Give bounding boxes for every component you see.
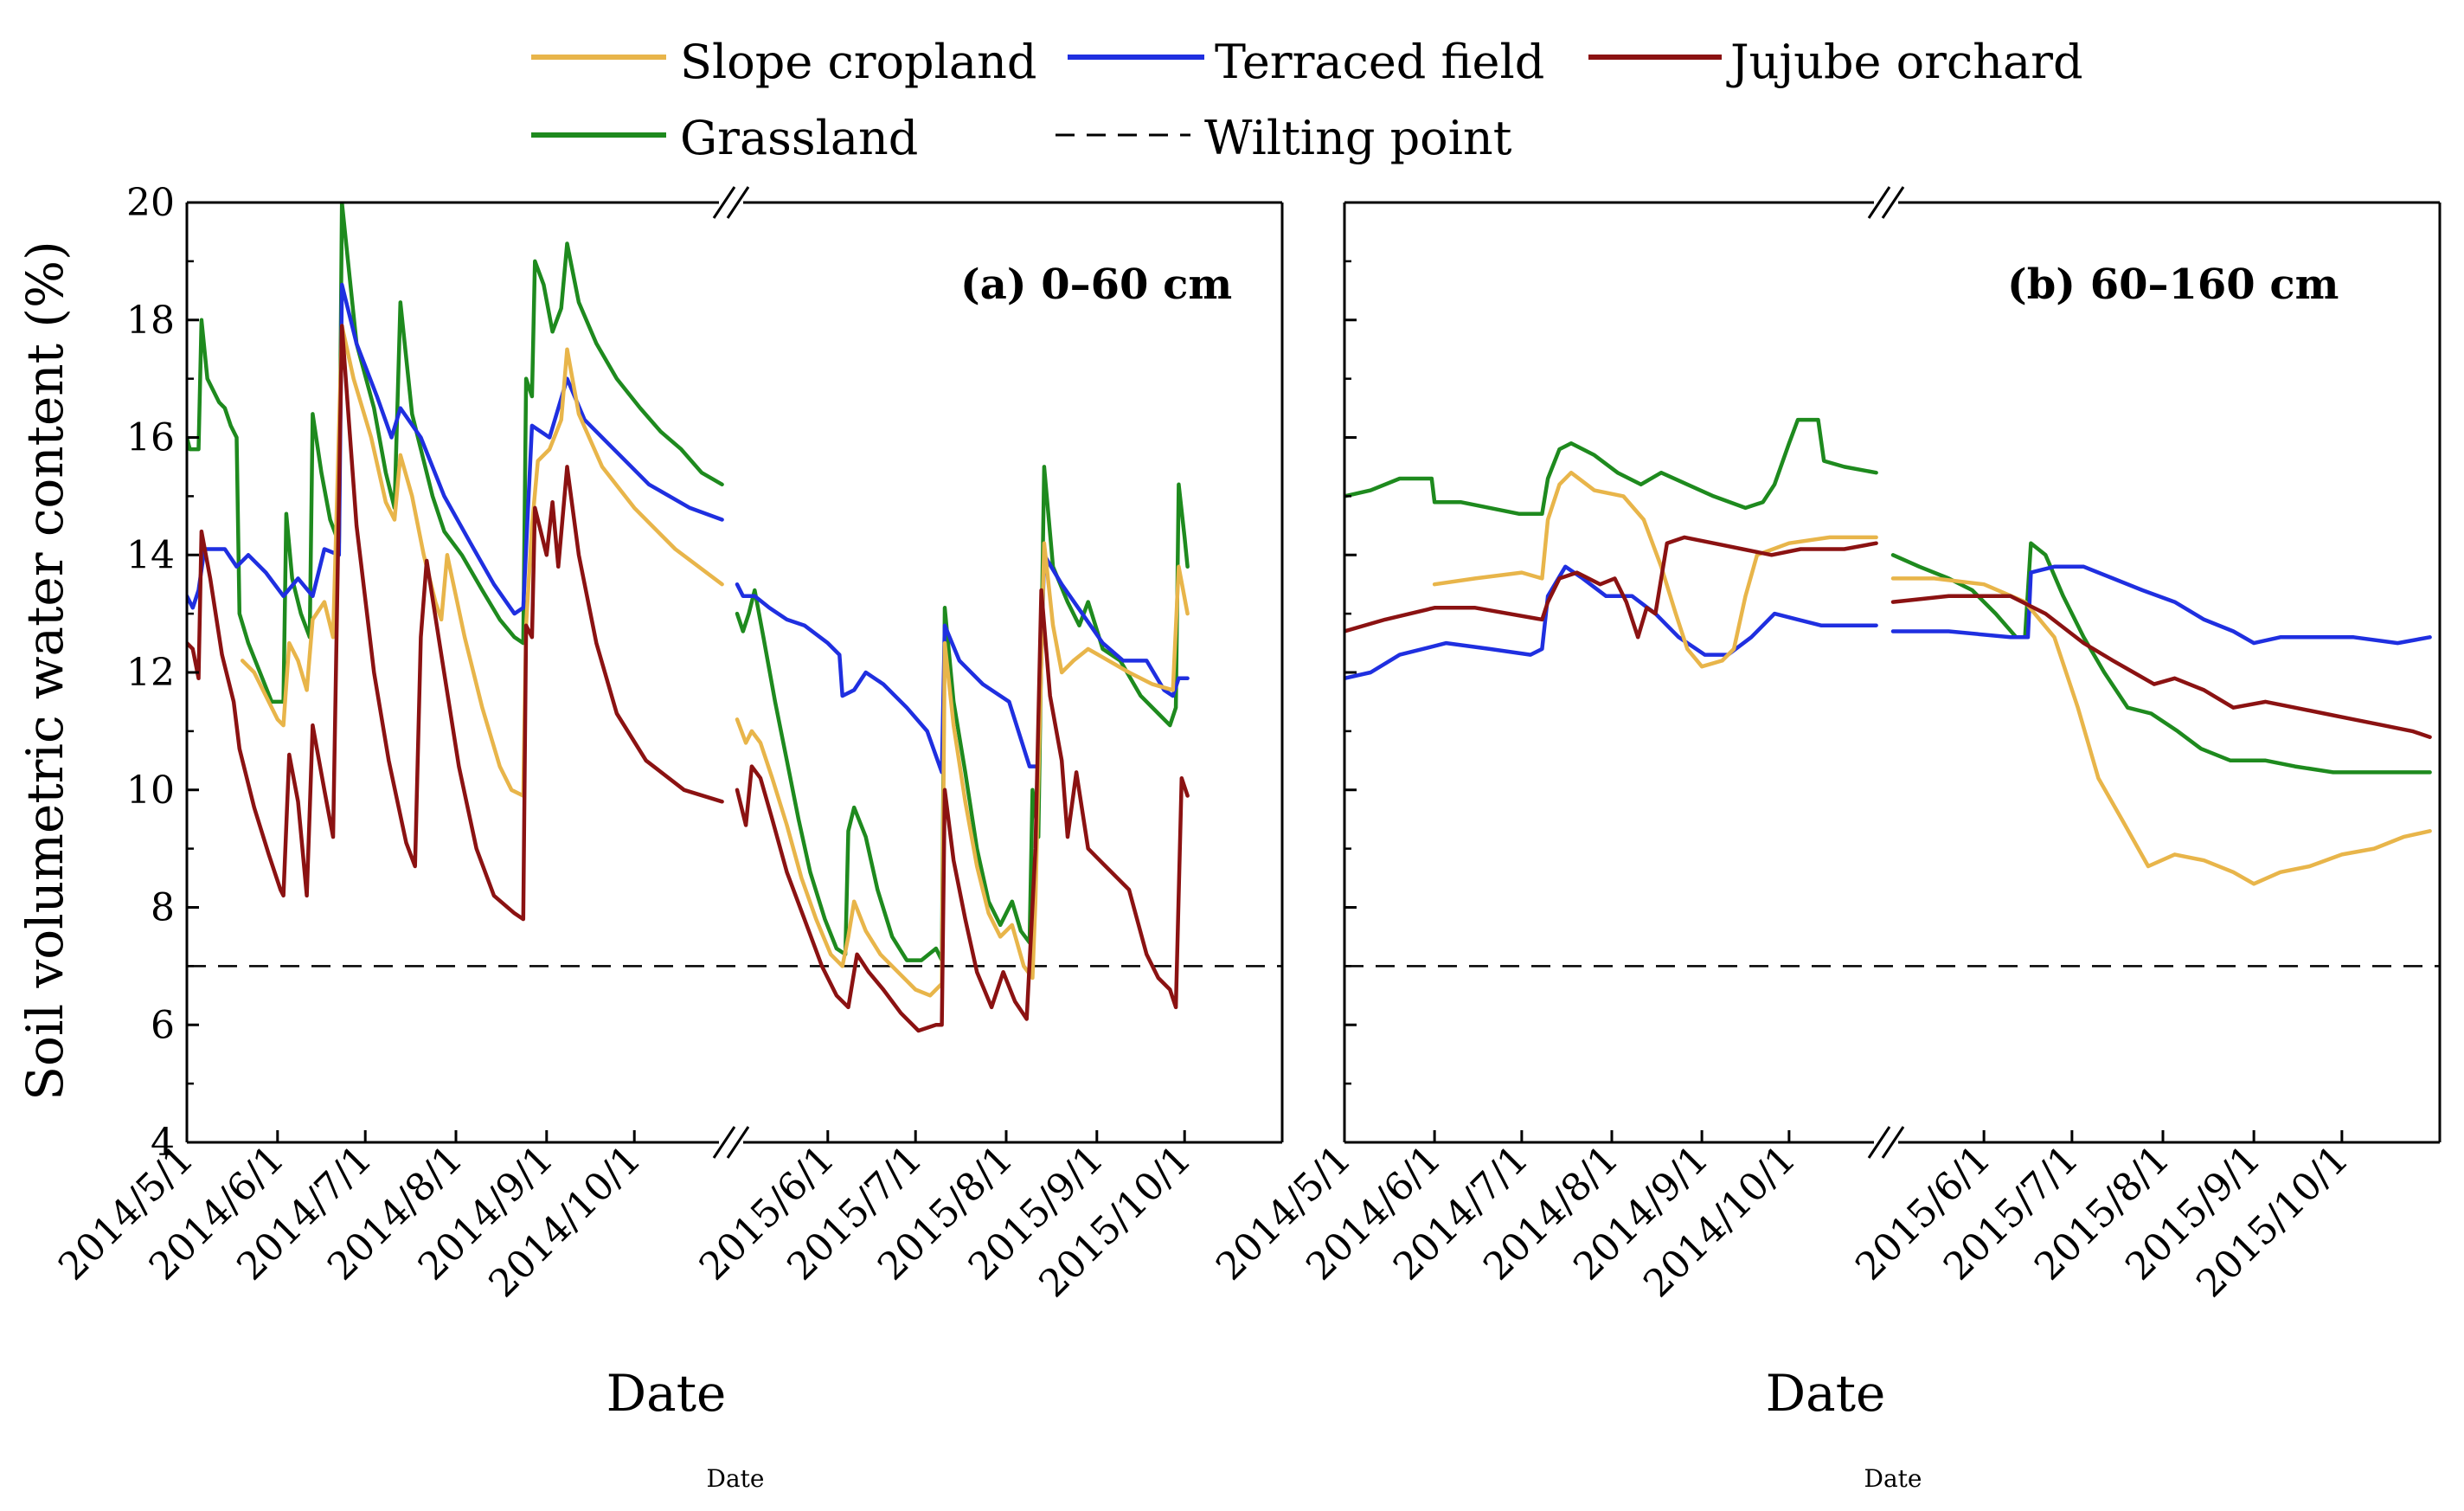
- y-tick-label: 10: [126, 768, 175, 813]
- axis-break-mark-a: [712, 1126, 736, 1159]
- legend-item-slope-cropland: Slope cropland: [531, 35, 1036, 89]
- y-tick-label: 16: [126, 416, 175, 460]
- series-terraced-field-b-seg2: [1890, 564, 2432, 646]
- series-terraced-field-b-seg1: [1344, 564, 1878, 681]
- axis-break-mark-b: [1881, 186, 1905, 219]
- x-axis-title-a: Date: [606, 1364, 727, 1423]
- y-tick-label: 8: [151, 886, 175, 930]
- legend-label-wilting-point: Wilting point: [1204, 111, 1512, 165]
- axis-break-mark-a: [726, 186, 750, 219]
- y-tick-label: 18: [126, 299, 175, 343]
- legend-label-slope-cropland: Slope cropland: [680, 35, 1036, 89]
- series-jujube-orchard-a-seg2: [735, 588, 1190, 1033]
- series-grassland-b-seg1: [1344, 417, 1878, 516]
- series-jujube-orchard-b-seg2: [1890, 594, 2432, 739]
- y-tick-label: 6: [151, 1003, 175, 1047]
- axis-break-mark-b: [1867, 186, 1891, 219]
- legend-label-grassland: Grassland: [680, 111, 918, 165]
- series-jujube-orchard-a-seg1: [187, 324, 724, 922]
- x-axis-subtitle-a: Date: [707, 1464, 765, 1493]
- axis-break-mark-b: [1881, 1126, 1905, 1159]
- series-grassland-b-seg2: [1890, 541, 2432, 775]
- series-slope-cropland-b-seg2: [1890, 576, 2432, 886]
- x-axis-title-b: Date: [1766, 1364, 1886, 1423]
- axis-break-mark-a: [712, 186, 736, 219]
- series-terraced-field-a-seg1: [187, 282, 724, 616]
- legend-label-terraced-field: Terraced field: [1215, 35, 1544, 89]
- legend-item-wilting-point: Wilting point: [1056, 111, 1512, 165]
- y-tick-label: 14: [126, 533, 175, 577]
- y-tick-label: 20: [126, 181, 175, 225]
- series-slope-cropland-a-seg2: [735, 541, 1190, 998]
- panel-b-plot: 2014/5/12014/6/12014/7/12014/8/12014/9/1…: [1208, 186, 2442, 1306]
- panel-b-label: (b) 60–160 cm: [2007, 260, 2339, 309]
- legend: Slope cropland Terraced field Jujube orc…: [531, 35, 2083, 165]
- legend-item-grassland: Grassland: [531, 111, 918, 165]
- axis-break-mark-b: [1867, 1126, 1891, 1159]
- y-tick-label: 12: [126, 651, 175, 695]
- series-slope-cropland-b-seg1: [1432, 470, 1878, 669]
- series-terraced-field-a-seg2: [735, 553, 1190, 775]
- x-axis-subtitle-b: Date: [1864, 1464, 1922, 1493]
- legend-label-jujube-orchard: Jujube orchard: [1726, 35, 2083, 89]
- axis-break-mark-a: [726, 1126, 750, 1159]
- legend-item-jujube-orchard: Jujube orchard: [1588, 35, 2083, 89]
- y-tick-label: 4: [151, 1121, 175, 1165]
- series-grassland-a-seg2: [735, 465, 1190, 962]
- legend-item-terraced-field: Terraced field: [1068, 35, 1544, 89]
- panel-a-label: (a) 0–60 cm: [960, 260, 1232, 309]
- series-grassland-a-seg1: [187, 203, 724, 704]
- series-jujube-orchard-b-seg1: [1344, 535, 1878, 640]
- y-axis-title: Soil volumetric water content (%): [16, 241, 74, 1100]
- panel-a-plot: 4681012141618202014/5/12014/6/12014/7/12…: [50, 181, 1284, 1306]
